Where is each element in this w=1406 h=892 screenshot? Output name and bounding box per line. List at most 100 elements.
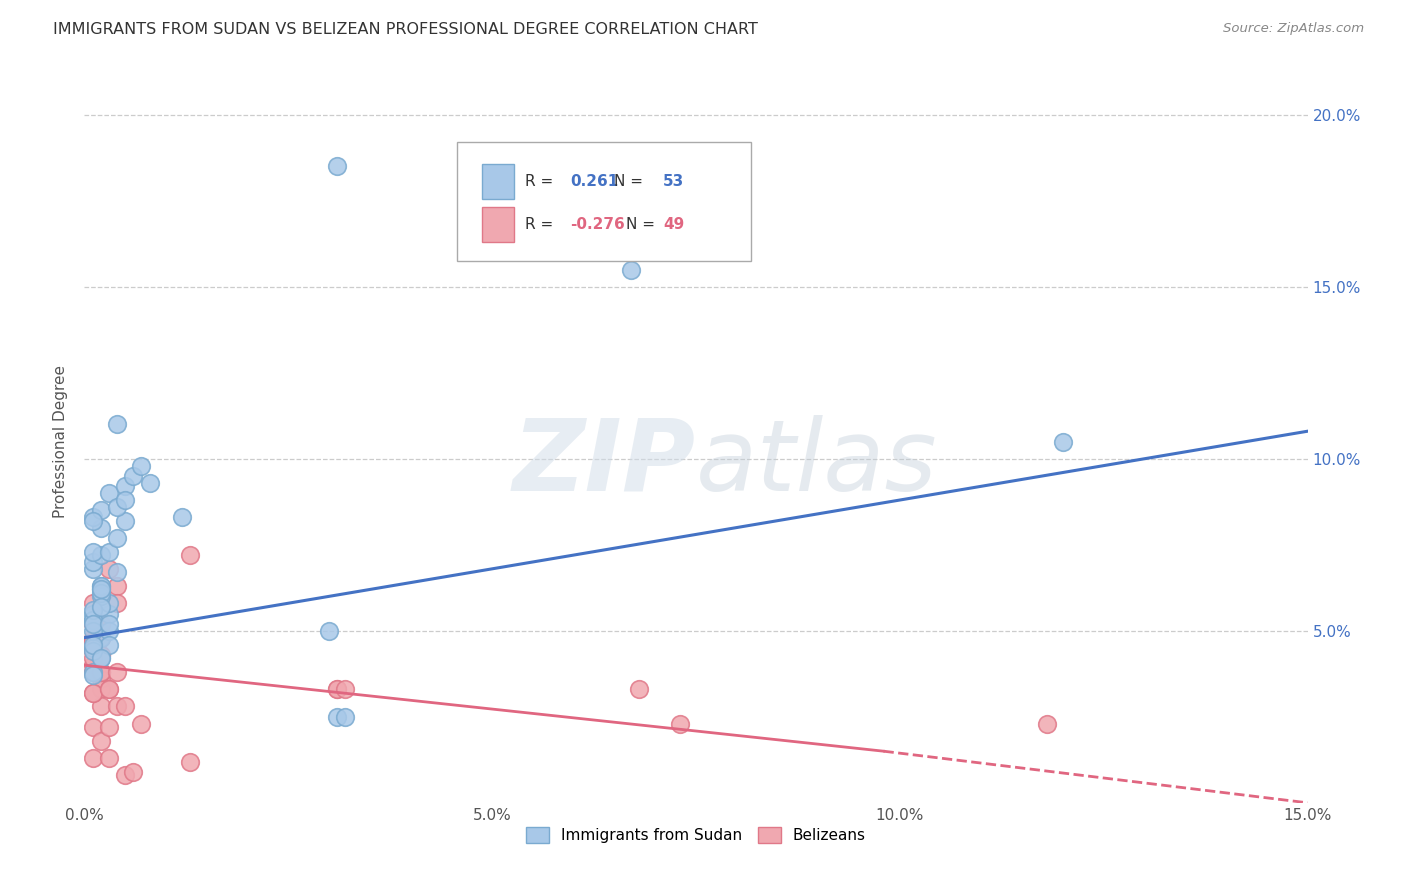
- Point: [82, 624, 104, 638]
- Point: [1035, 716, 1057, 731]
- Point: [90, 665, 112, 679]
- Text: N =: N =: [626, 218, 655, 232]
- Point: [90, 579, 112, 593]
- Point: [114, 479, 136, 493]
- Point: [90, 734, 112, 748]
- Point: [326, 682, 349, 697]
- Point: [82, 614, 104, 628]
- Point: [90, 548, 112, 562]
- Text: 49: 49: [664, 218, 685, 232]
- Point: [82, 614, 104, 628]
- Point: [82, 665, 104, 679]
- Point: [97, 638, 120, 652]
- Point: [90, 582, 112, 597]
- Point: [82, 665, 104, 679]
- Point: [90, 579, 112, 593]
- Point: [105, 596, 128, 610]
- Point: [82, 638, 104, 652]
- Point: [90, 590, 112, 604]
- Point: [335, 710, 357, 724]
- Point: [90, 503, 112, 517]
- Point: [97, 616, 120, 631]
- Point: [90, 599, 112, 614]
- Point: [82, 607, 104, 621]
- Text: 0.261: 0.261: [569, 174, 619, 189]
- Point: [668, 716, 690, 731]
- Point: [82, 603, 104, 617]
- Text: atlas: atlas: [696, 415, 938, 512]
- Point: [90, 582, 112, 597]
- Point: [1052, 434, 1074, 449]
- Point: [82, 631, 104, 645]
- Point: [82, 616, 104, 631]
- Point: [620, 262, 643, 277]
- Point: [82, 544, 104, 558]
- Point: [335, 682, 357, 697]
- Point: [90, 665, 112, 679]
- Point: [326, 682, 349, 697]
- Point: [97, 682, 120, 697]
- Point: [105, 579, 128, 593]
- Point: [90, 631, 112, 645]
- Point: [179, 548, 201, 562]
- Point: [97, 544, 120, 558]
- Bar: [482, 208, 513, 242]
- Point: [114, 514, 136, 528]
- Text: IMMIGRANTS FROM SUDAN VS BELIZEAN PROFESSIONAL DEGREE CORRELATION CHART: IMMIGRANTS FROM SUDAN VS BELIZEAN PROFES…: [53, 22, 758, 37]
- Point: [82, 510, 104, 524]
- Point: [90, 616, 112, 631]
- Point: [82, 644, 104, 658]
- Point: [97, 624, 120, 638]
- Y-axis label: Professional Degree: Professional Degree: [53, 365, 69, 518]
- Point: [82, 720, 104, 734]
- Point: [326, 710, 349, 724]
- Point: [90, 631, 112, 645]
- Point: [627, 682, 650, 697]
- Point: [138, 475, 160, 490]
- Text: Source: ZipAtlas.com: Source: ZipAtlas.com: [1223, 22, 1364, 36]
- Point: [114, 493, 136, 508]
- Point: [105, 417, 128, 432]
- Point: [90, 699, 112, 714]
- Text: 53: 53: [664, 174, 685, 189]
- Point: [131, 716, 153, 731]
- Point: [82, 658, 104, 673]
- Point: [82, 668, 104, 682]
- Point: [82, 634, 104, 648]
- Text: R =: R =: [524, 174, 553, 189]
- Point: [82, 686, 104, 700]
- Point: [90, 665, 112, 679]
- Point: [97, 607, 120, 621]
- Point: [318, 624, 340, 638]
- Point: [326, 159, 349, 173]
- Point: [90, 672, 112, 686]
- Point: [114, 699, 136, 714]
- Point: [105, 566, 128, 580]
- Point: [82, 555, 104, 569]
- Point: [82, 596, 104, 610]
- Point: [82, 644, 104, 658]
- Point: [131, 458, 153, 473]
- Point: [172, 510, 194, 524]
- Point: [90, 520, 112, 534]
- Point: [105, 665, 128, 679]
- Point: [82, 686, 104, 700]
- Legend: Immigrants from Sudan, Belizeans: Immigrants from Sudan, Belizeans: [520, 822, 872, 849]
- Point: [90, 648, 112, 662]
- Point: [97, 682, 120, 697]
- Point: [82, 640, 104, 655]
- Point: [90, 616, 112, 631]
- Point: [82, 751, 104, 765]
- Point: [97, 562, 120, 576]
- Point: [97, 720, 120, 734]
- Point: [90, 586, 112, 600]
- Text: -0.276: -0.276: [569, 218, 624, 232]
- FancyBboxPatch shape: [457, 142, 751, 260]
- Point: [97, 486, 120, 500]
- Point: [82, 640, 104, 655]
- Point: [114, 768, 136, 782]
- Text: ZIP: ZIP: [513, 415, 696, 512]
- Point: [82, 562, 104, 576]
- Text: R =: R =: [524, 218, 553, 232]
- Text: N =: N =: [614, 174, 643, 189]
